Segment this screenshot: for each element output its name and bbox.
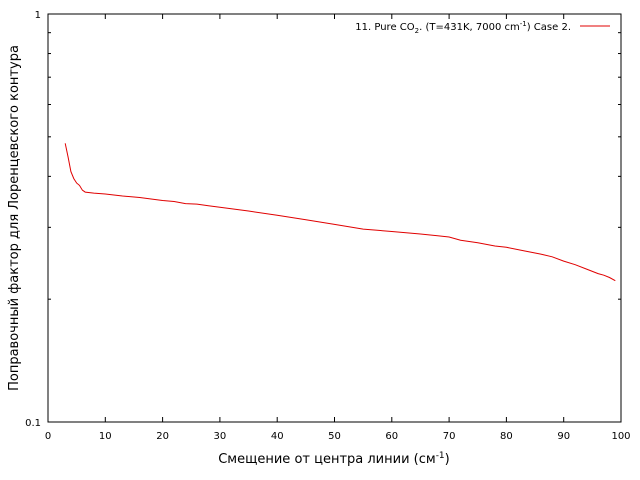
legend-label: 11. Pure CO2. (T=431K, 7000 cm-1) Case 2… [355, 20, 571, 35]
y-tick-label: 1 [35, 10, 41, 21]
series-layer [64, 143, 616, 282]
legend: 11. Pure CO2. (T=431K, 7000 cm-1) Case 2… [355, 20, 610, 35]
x-tick-label: 10 [99, 431, 112, 442]
x-tick-label: 0 [45, 431, 51, 442]
series-line [64, 143, 616, 282]
x-axis: 0 10 20 30 40 50 60 70 80 90 100 [45, 14, 631, 442]
x-tick-label: 30 [214, 431, 227, 442]
y-axis: 0.11 [25, 10, 621, 429]
x-tick-label: 50 [328, 431, 341, 442]
y-tick-label: 0.1 [25, 418, 41, 429]
x-tick-label: 70 [443, 431, 456, 442]
plot-frame [47, 13, 622, 423]
y-axis-label: Поправочный фактор для Лоренцевского кон… [7, 45, 22, 391]
x-axis-label: Смещение от центра линии (см-1) [218, 451, 450, 467]
x-tick-label: 20 [156, 431, 169, 442]
x-tick-label: 100 [611, 431, 630, 442]
x-tick-label: 90 [557, 431, 570, 442]
x-tick-label: 60 [385, 431, 398, 442]
x-tick-label: 40 [271, 431, 284, 442]
x-tick-label: 80 [500, 431, 513, 442]
